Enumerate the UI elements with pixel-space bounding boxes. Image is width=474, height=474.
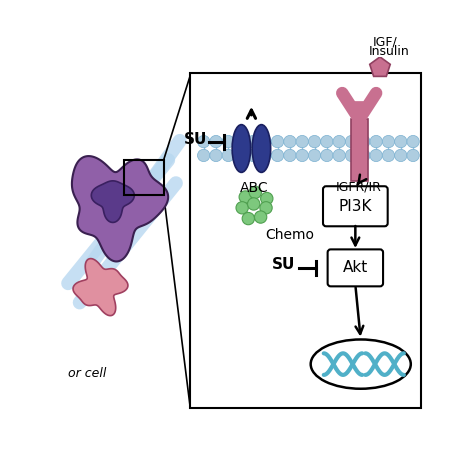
Circle shape	[222, 136, 235, 148]
Circle shape	[210, 136, 222, 148]
Circle shape	[370, 136, 383, 148]
Bar	[124, 160, 164, 195]
Circle shape	[222, 149, 235, 162]
Bar	[190, 73, 421, 408]
Circle shape	[358, 149, 370, 162]
Circle shape	[309, 136, 321, 148]
Polygon shape	[72, 156, 168, 262]
Circle shape	[210, 149, 222, 162]
Circle shape	[321, 149, 333, 162]
Text: IGF/: IGF/	[373, 36, 398, 48]
Circle shape	[284, 136, 296, 148]
Circle shape	[309, 149, 321, 162]
Text: ABC: ABC	[240, 181, 268, 195]
Circle shape	[370, 149, 383, 162]
Circle shape	[346, 136, 358, 148]
Circle shape	[247, 149, 259, 162]
Circle shape	[296, 149, 309, 162]
Circle shape	[247, 198, 260, 210]
Ellipse shape	[232, 125, 251, 173]
Circle shape	[261, 192, 273, 205]
Bar	[351, 119, 368, 181]
Circle shape	[383, 149, 395, 162]
Ellipse shape	[252, 125, 271, 173]
Circle shape	[242, 212, 255, 225]
Circle shape	[236, 201, 248, 214]
Circle shape	[395, 149, 407, 162]
Circle shape	[272, 136, 284, 148]
Text: Insulin: Insulin	[368, 45, 409, 58]
Ellipse shape	[310, 339, 411, 389]
Circle shape	[198, 136, 210, 148]
Circle shape	[383, 136, 395, 148]
Polygon shape	[73, 259, 128, 316]
Circle shape	[321, 136, 333, 148]
Circle shape	[407, 149, 419, 162]
Polygon shape	[370, 57, 390, 76]
Circle shape	[239, 191, 251, 203]
Text: or cell: or cell	[68, 366, 107, 380]
Text: SU: SU	[272, 257, 296, 272]
Text: IGFR/IR: IGFR/IR	[336, 181, 382, 194]
Text: PI3K: PI3K	[338, 199, 372, 214]
Text: Akt: Akt	[343, 260, 368, 275]
Polygon shape	[91, 181, 134, 222]
Text: Chemo: Chemo	[265, 228, 314, 242]
Circle shape	[346, 149, 358, 162]
Circle shape	[395, 136, 407, 148]
Circle shape	[407, 136, 419, 148]
Circle shape	[198, 149, 210, 162]
Circle shape	[296, 136, 309, 148]
Text: SU: SU	[183, 132, 207, 147]
Circle shape	[333, 149, 346, 162]
Circle shape	[259, 149, 272, 162]
Circle shape	[255, 211, 267, 223]
Circle shape	[235, 149, 247, 162]
Circle shape	[333, 136, 346, 148]
Circle shape	[284, 149, 296, 162]
Circle shape	[358, 136, 370, 148]
Circle shape	[259, 136, 272, 148]
Circle shape	[249, 186, 261, 199]
Circle shape	[260, 201, 272, 214]
FancyBboxPatch shape	[323, 186, 388, 226]
Circle shape	[272, 149, 284, 162]
FancyBboxPatch shape	[328, 249, 383, 286]
Circle shape	[235, 136, 247, 148]
Circle shape	[247, 136, 259, 148]
